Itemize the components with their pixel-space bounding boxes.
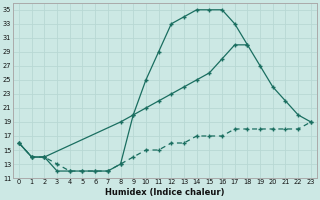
X-axis label: Humidex (Indice chaleur): Humidex (Indice chaleur) — [105, 188, 225, 197]
